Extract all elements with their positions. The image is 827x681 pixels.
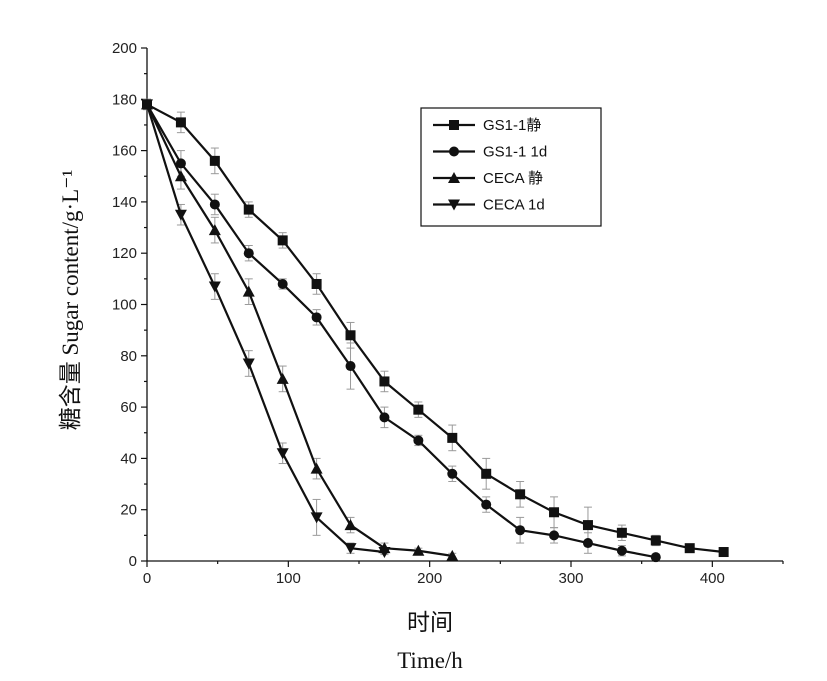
- data-point: [481, 499, 492, 510]
- data-point: [175, 117, 186, 128]
- data-point: [310, 462, 323, 474]
- legend-marker: [448, 199, 460, 211]
- data-point: [175, 158, 186, 169]
- y-tick-label: 40: [120, 450, 137, 467]
- legend-marker: [449, 146, 459, 157]
- data-point: [650, 535, 661, 546]
- y-tick-label: 140: [112, 194, 137, 211]
- data-point: [243, 248, 254, 259]
- x-tick-label: 100: [276, 570, 301, 587]
- data-point: [209, 155, 220, 166]
- data-point: [141, 99, 153, 111]
- legend-label: GS1-1 1d: [483, 144, 547, 161]
- data-point: [616, 527, 627, 538]
- legend-label: CECA 1d: [483, 197, 545, 214]
- y-tick-label: 180: [112, 91, 137, 108]
- data-point: [718, 547, 729, 558]
- y-axis-title: 糖含量 Sugar content/g·L⁻¹: [58, 170, 83, 431]
- data-point: [650, 552, 661, 563]
- data-point: [311, 278, 322, 289]
- data-point: [242, 285, 255, 297]
- data-point: [344, 543, 357, 555]
- y-tick-label: 120: [112, 245, 137, 262]
- data-point: [616, 545, 627, 556]
- x-tick-label: 200: [417, 570, 442, 587]
- data-point: [242, 358, 255, 370]
- legend-marker: [449, 120, 459, 130]
- data-point: [684, 543, 695, 554]
- data-point: [379, 376, 390, 387]
- y-tick-label: 0: [129, 553, 137, 570]
- data-point: [345, 361, 356, 372]
- data-point: [277, 278, 288, 289]
- data-point: [311, 312, 322, 323]
- y-tick-label: 200: [112, 40, 137, 57]
- data-point: [310, 512, 323, 524]
- data-point: [174, 170, 187, 182]
- series-line-3: [145, 104, 385, 554]
- x-axis-title: Time/h: [397, 648, 463, 673]
- data-point: [276, 372, 289, 384]
- series-lines: [145, 103, 724, 559]
- series-line-0: [146, 103, 724, 554]
- data-point: [345, 330, 356, 341]
- legend: GS1-1静 GS1-1 1d CECA 静 CECA 1d: [420, 107, 602, 227]
- series-line-2: [146, 103, 453, 557]
- data-point: [549, 507, 560, 518]
- data-point: [208, 224, 221, 236]
- x-tick-label: 300: [558, 570, 583, 587]
- data-point: [447, 468, 458, 479]
- data-point: [549, 530, 560, 541]
- y-tick-label: 60: [120, 399, 137, 416]
- legend-label: CECA 静: [483, 170, 543, 187]
- data-point: [379, 412, 390, 423]
- data-point: [277, 235, 288, 246]
- data-point: [515, 489, 526, 500]
- data-point: [174, 209, 187, 221]
- data-point: [446, 549, 459, 561]
- data-point: [208, 281, 221, 293]
- y-tick-label: 100: [112, 297, 137, 314]
- data-point: [481, 468, 492, 479]
- data-point: [412, 544, 425, 556]
- data-point: [413, 435, 424, 446]
- data-point: [447, 432, 458, 443]
- data-point: [582, 538, 593, 549]
- series-line-1: [146, 103, 657, 559]
- x-tick-label: 0: [143, 570, 151, 587]
- y-tick-label: 160: [112, 143, 137, 160]
- x-tick-label: 400: [700, 570, 725, 587]
- series-markers: [141, 98, 729, 563]
- data-point: [276, 448, 289, 460]
- y-tick-label: 80: [120, 348, 137, 365]
- x-axis-title-cn: 时间: [407, 610, 453, 635]
- data-point: [515, 525, 526, 536]
- data-point: [243, 204, 254, 215]
- data-point: [582, 520, 593, 531]
- data-point: [378, 547, 391, 559]
- y-tick-label: 20: [120, 502, 137, 519]
- data-point: [344, 519, 357, 531]
- data-point: [209, 199, 220, 210]
- legend-marker: [448, 172, 460, 183]
- data-point: [413, 404, 424, 415]
- legend-label: GS1-1静: [483, 117, 541, 134]
- axes: 0 20 40 60 80 100 120 140 160 180 200 0 100 200 300 400: [112, 40, 784, 587]
